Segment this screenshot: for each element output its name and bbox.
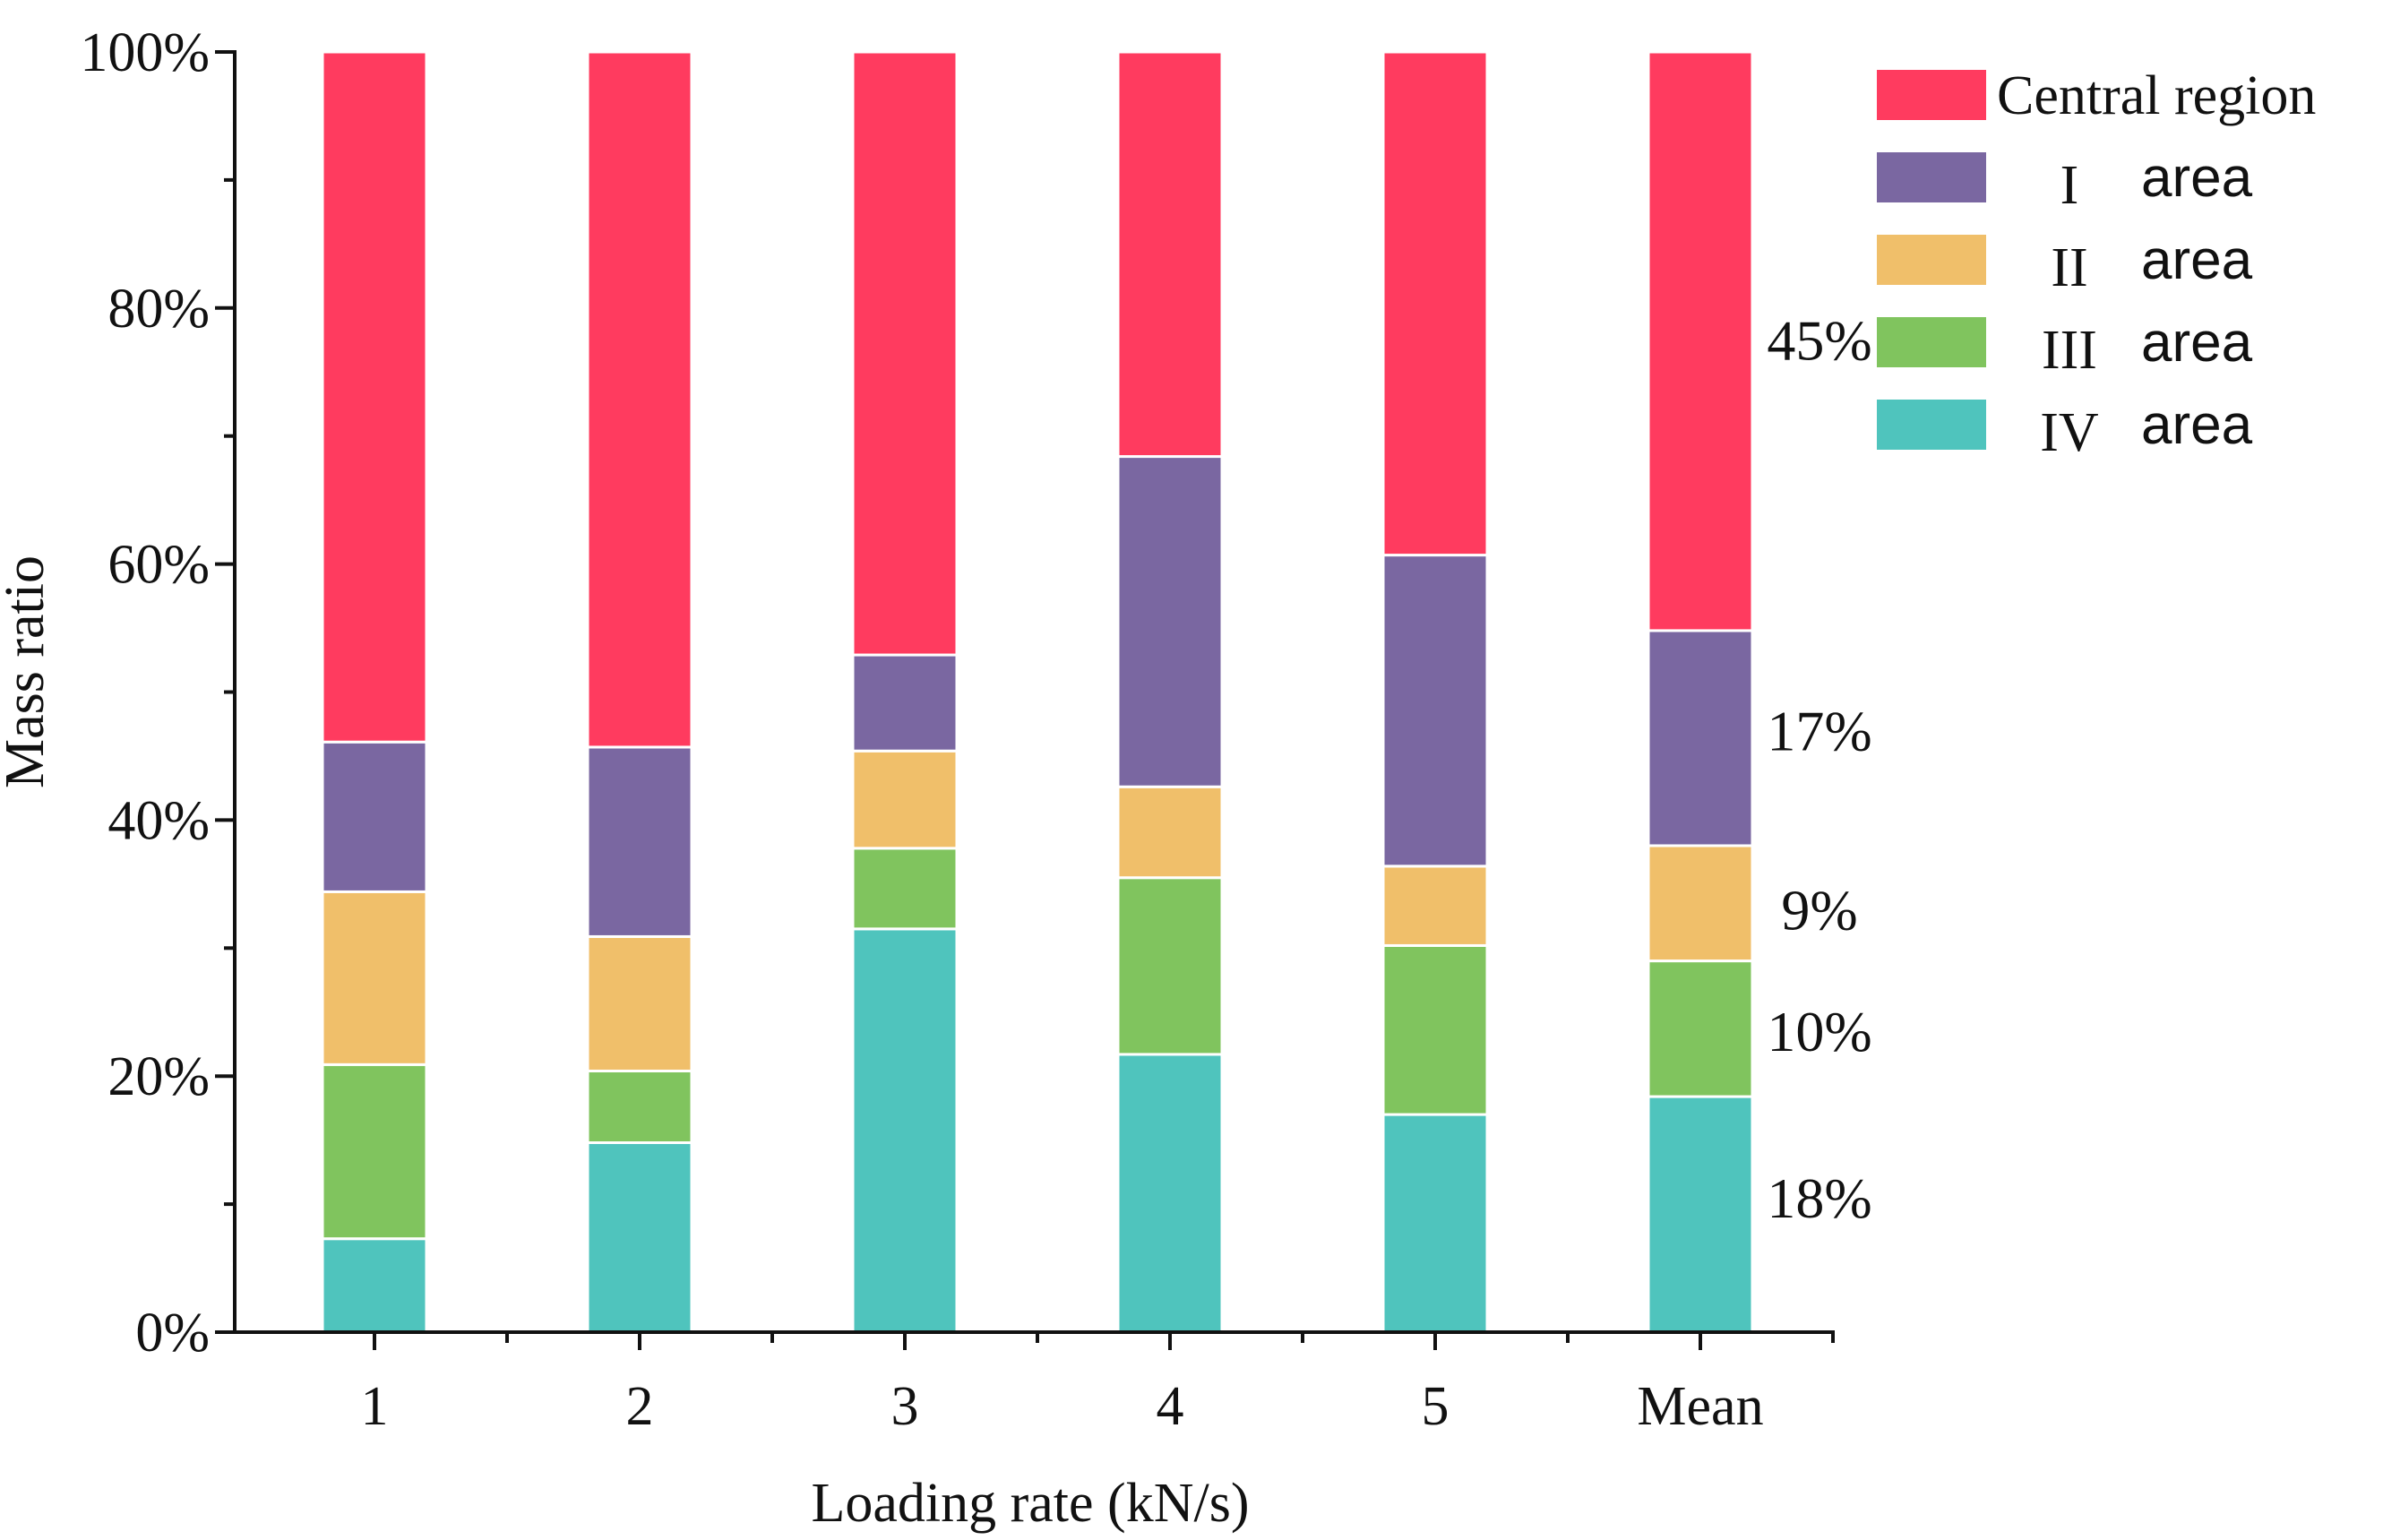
bar-segment-central-region-mean <box>1647 50 1754 632</box>
bar-segment-iii-area-4 <box>1116 876 1224 1056</box>
data-label-mean: 17% <box>1767 699 1871 762</box>
legend-label: Central region <box>1997 65 2316 126</box>
bar-segment-ii-area-3 <box>851 749 959 850</box>
legend-swatch-iii-area <box>1877 317 1986 367</box>
bar-segment-central-region-4 <box>1116 50 1224 459</box>
x-axis-title: Loading rate (kN/s) <box>812 1473 1250 1534</box>
bar-segment-i-area-1 <box>321 740 428 893</box>
legend-area-word: area <box>2141 394 2253 456</box>
y-tick-label: 0% <box>135 1303 210 1364</box>
bar-segment-iv-area-mean <box>1647 1095 1754 1334</box>
bar-segment-iii-area-3 <box>851 847 959 931</box>
bar-segment-ii-area-mean <box>1647 844 1754 963</box>
bar-segment-i-area-3 <box>851 653 959 753</box>
legend-item-ii-area: II area <box>2051 229 2252 298</box>
bar-segment-i-area-mean <box>1647 629 1754 847</box>
x-tick-label: 2 <box>626 1376 654 1437</box>
x-tick-label: 5 <box>1422 1376 1450 1437</box>
y-tick-label: 60% <box>108 535 210 596</box>
legend-swatch-i-area <box>1877 152 1986 202</box>
legend-swatch-iv-area <box>1877 400 1986 450</box>
bar-segment-ii-area-1 <box>321 890 428 1066</box>
legend-numeral: I <box>2060 155 2079 216</box>
bar-segment-iv-area-4 <box>1116 1053 1224 1334</box>
legend-swatch-ii-area <box>1877 235 1986 285</box>
data-label-mean: 9% <box>1781 878 1857 942</box>
bar-segment-iii-area-2 <box>586 1069 693 1145</box>
legend-numeral: II <box>2051 237 2087 298</box>
bar-segment-iv-area-2 <box>586 1141 693 1334</box>
x-tick-label: Mean <box>1637 1376 1763 1437</box>
y-tick-label: 40% <box>108 790 210 851</box>
legend-item-iii-area: III area <box>2042 312 2253 381</box>
bar-segment-iii-area-mean <box>1647 959 1754 1098</box>
bar-segment-i-area-2 <box>586 745 693 938</box>
bars-group <box>321 50 1754 1334</box>
x-tick-label: 1 <box>361 1376 389 1437</box>
bar-segment-i-area-5 <box>1381 554 1489 868</box>
y-tick-label: 20% <box>108 1046 210 1107</box>
legend-item-iv-area: IV area <box>2040 394 2252 463</box>
bar-segment-central-region-3 <box>851 50 959 657</box>
legend-swatch-central-region <box>1877 70 1986 120</box>
y-axis-title: Mass ratio <box>0 555 56 788</box>
bar-segment-iv-area-5 <box>1381 1113 1489 1334</box>
bar-segment-iii-area-1 <box>321 1063 428 1241</box>
bar-segment-central-region-2 <box>586 50 693 749</box>
legend-numeral: IV <box>2040 402 2099 463</box>
annotations-group: 45% 17% 9% 10% 18% <box>1767 309 1871 1230</box>
bar-segment-iii-area-5 <box>1381 943 1489 1116</box>
data-label-mean: 45% <box>1767 309 1871 373</box>
axes-group: 0% 20% 40% 60% 80% 100% 1 2 3 4 5 Mean <box>80 22 1835 1437</box>
bar-segment-ii-area-4 <box>1116 785 1224 880</box>
legend-item-central-region: Central region <box>1997 65 2316 126</box>
bar-segment-ii-area-5 <box>1381 865 1489 947</box>
bar-segment-central-region-1 <box>321 50 428 744</box>
legend-area-word: area <box>2141 147 2253 209</box>
y-tick-label: 80% <box>108 279 210 340</box>
legend-area-word: area <box>2141 312 2253 374</box>
bar-segment-i-area-4 <box>1116 455 1224 788</box>
legend-numeral: III <box>2042 320 2097 381</box>
bar-segment-central-region-5 <box>1381 50 1489 557</box>
bar-segment-iv-area-3 <box>851 927 959 1334</box>
legend-area-word: area <box>2141 229 2253 291</box>
bar-segment-ii-area-2 <box>586 934 693 1072</box>
legend: Central region I area II area III area IV area <box>1877 65 2316 463</box>
x-tick-label: 4 <box>1157 1376 1184 1437</box>
bar-segment-iv-area-1 <box>321 1237 428 1334</box>
data-label-mean: 10% <box>1767 1000 1871 1063</box>
y-tick-label: 100% <box>80 22 210 83</box>
data-label-mean: 18% <box>1767 1166 1871 1230</box>
x-tick-label: 3 <box>891 1376 919 1437</box>
